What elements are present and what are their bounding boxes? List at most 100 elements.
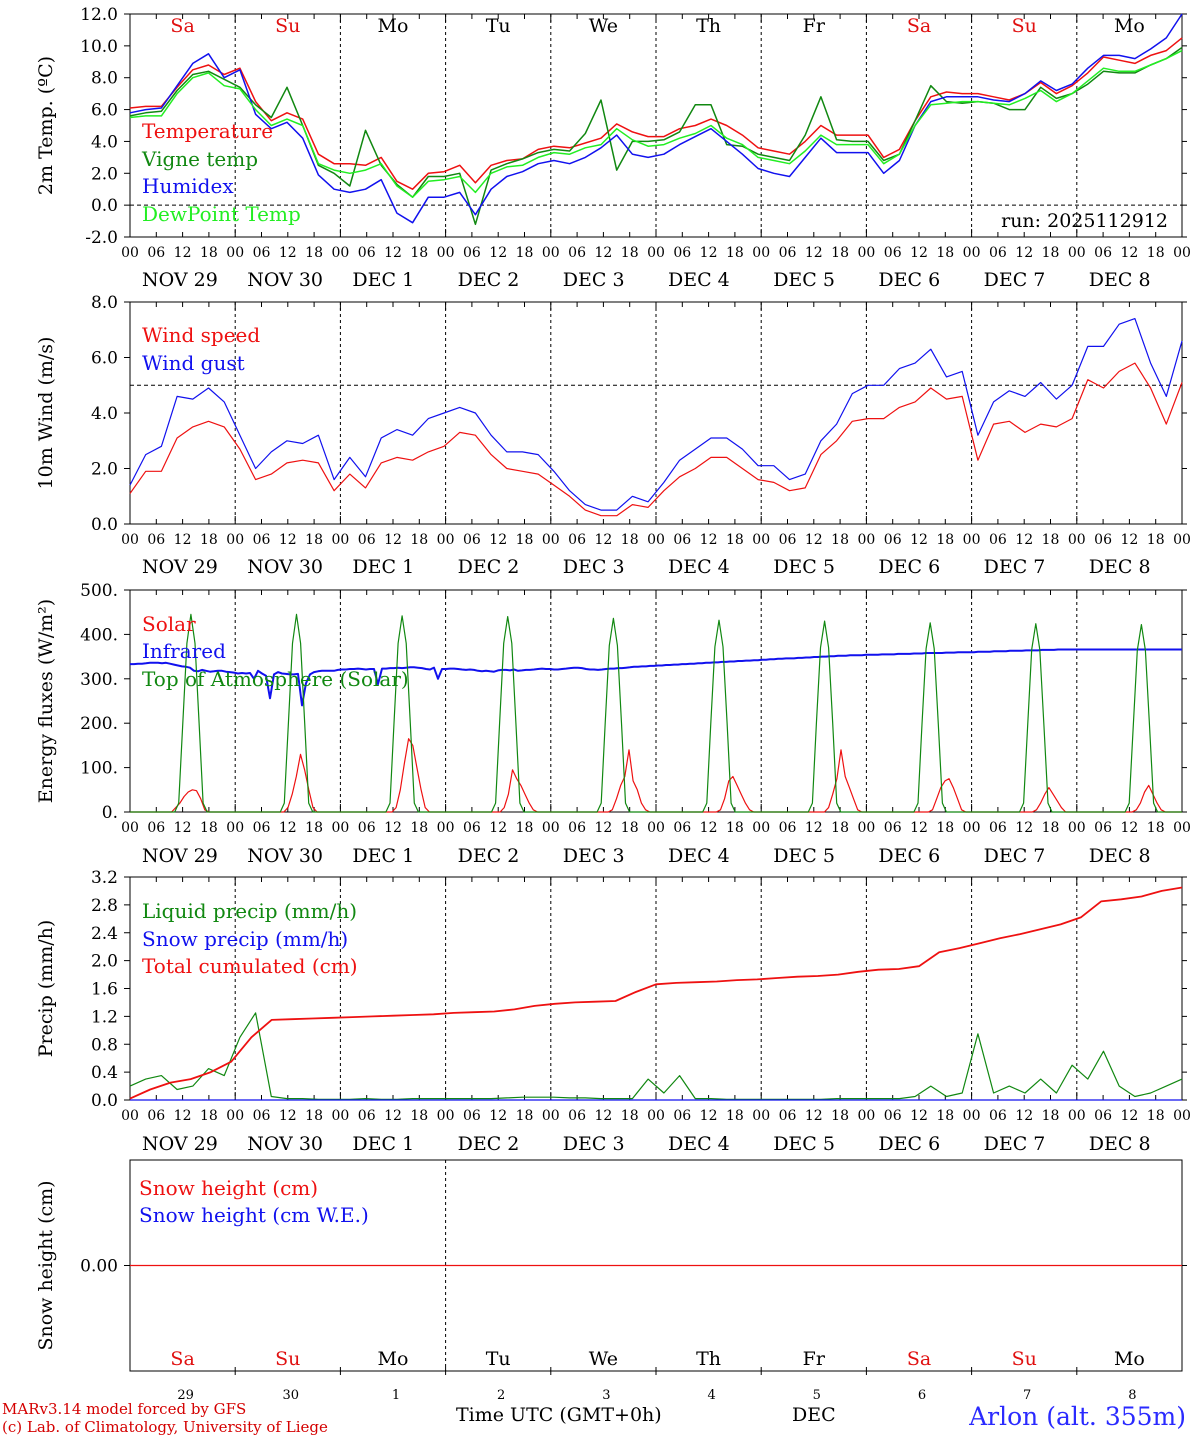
- hour-tick-label: 06: [147, 820, 165, 836]
- day-name-label: Su: [1012, 1348, 1037, 1370]
- y-tick-label: 6.0: [91, 349, 118, 369]
- day-name-label: Fr: [803, 1348, 826, 1370]
- hour-tick-label: 18: [410, 532, 428, 548]
- hour-tick-label: 00: [647, 245, 665, 261]
- day-name-label: Sa: [907, 1348, 931, 1370]
- legend-entry: Vigne temp: [141, 147, 258, 171]
- hour-tick-label: 00: [752, 820, 770, 836]
- y-tick-label: 0.00: [80, 1257, 118, 1277]
- hour-tick-label: 12: [489, 532, 507, 548]
- hour-tick-label: 12: [594, 1108, 612, 1124]
- hour-tick-label: 06: [673, 532, 691, 548]
- hour-tick-label: 18: [516, 532, 534, 548]
- y-tick-label: 2.4: [91, 924, 118, 944]
- hour-tick-label: 18: [410, 1108, 428, 1124]
- date-label: DEC 6: [878, 1133, 940, 1155]
- hour-tick-label: 18: [1147, 820, 1165, 836]
- panel-2: [124, 301, 1187, 525]
- y-tick-label: 0.8: [91, 1035, 118, 1055]
- day-name-label: Sa: [170, 1348, 194, 1370]
- hour-tick-label: 00: [331, 245, 349, 261]
- hour-tick-label: 06: [568, 1108, 586, 1124]
- day-name-label: Tu: [486, 1348, 511, 1370]
- legend-entry: Total cumulated (cm): [142, 954, 358, 978]
- hour-tick-label: 18: [1147, 1108, 1165, 1124]
- hour-tick-label: 18: [1042, 1108, 1060, 1124]
- y-tick-label: 0.: [102, 803, 118, 823]
- hour-tick-label: 00: [1068, 245, 1086, 261]
- hour-tick-label: 12: [1015, 1108, 1033, 1124]
- hour-tick-label: 18: [831, 532, 849, 548]
- date-label: DEC 7: [984, 556, 1046, 578]
- hour-tick-label: 00: [121, 245, 139, 261]
- hour-tick-label: 12: [384, 820, 402, 836]
- y-tick-label: 1.2: [91, 1007, 118, 1027]
- legend-entry: Snow height (cm): [139, 1176, 318, 1200]
- date-label: DEC 8: [1089, 556, 1151, 578]
- hour-tick-label: 06: [253, 532, 271, 548]
- hour-tick-label: 06: [989, 245, 1007, 261]
- day-name-label: Sa: [907, 15, 931, 37]
- hour-tick-label: 06: [1094, 820, 1112, 836]
- hour-tick-label: 00: [226, 532, 244, 548]
- y-tick-label: 2.8: [91, 896, 118, 916]
- y-tick-label: 2.0: [91, 460, 118, 480]
- y-tick-label: 4.0: [91, 404, 118, 424]
- hour-tick-label: 06: [463, 1108, 481, 1124]
- day-name-label: We: [589, 1348, 618, 1370]
- hour-tick-label: 18: [200, 245, 218, 261]
- date-label: DEC 3: [563, 1133, 625, 1155]
- hour-tick-label: 00: [121, 532, 139, 548]
- hour-tick-label: 06: [779, 532, 797, 548]
- y-tick-label: 12.0: [80, 5, 118, 25]
- date-label: DEC 4: [668, 845, 730, 867]
- hour-tick-label: 18: [936, 245, 954, 261]
- hour-tick-label: 18: [305, 820, 323, 836]
- y-tick-label: 0.0: [91, 1091, 118, 1111]
- hour-tick-label: 06: [463, 820, 481, 836]
- hour-tick-label: 00: [752, 1108, 770, 1124]
- hour-tick-label: 06: [463, 532, 481, 548]
- hour-tick-label: 00: [437, 532, 455, 548]
- hour-tick-label: 06: [779, 820, 797, 836]
- hour-tick-label: 18: [936, 1108, 954, 1124]
- station-label: Arlon (alt. 355m): [969, 1402, 1186, 1431]
- series-line-total-cumulated-cm-: [129, 886, 1183, 1100]
- legend-entry: Humidex: [142, 174, 234, 198]
- hour-tick-label: 12: [910, 1108, 928, 1124]
- date-label: DEC 2: [458, 269, 520, 291]
- date-label: DEC 2: [458, 845, 520, 867]
- y-tick-label: 8.0: [91, 293, 118, 313]
- panel-5: [124, 1159, 1187, 1375]
- hour-tick-label: 18: [516, 820, 534, 836]
- y-axis-label: Precip (mm/h): [35, 920, 57, 1058]
- hour-tick-label: 06: [253, 245, 271, 261]
- y-axis-label: 2m Temp. (ºC): [35, 56, 57, 195]
- hour-tick-label: 00: [226, 820, 244, 836]
- hour-tick-label: 18: [726, 1108, 744, 1124]
- hour-tick-label: 12: [279, 820, 297, 836]
- hour-tick-label: 12: [1015, 245, 1033, 261]
- hour-tick-label: 18: [726, 532, 744, 548]
- date-label: DEC 3: [563, 556, 625, 578]
- hour-tick-label: 06: [673, 820, 691, 836]
- hour-tick-label: 00: [542, 820, 560, 836]
- hour-tick-label: 06: [989, 820, 1007, 836]
- date-label: NOV 29: [142, 556, 218, 578]
- hour-tick-label: 18: [831, 245, 849, 261]
- month-label: DEC: [792, 1404, 836, 1426]
- hour-tick-label: 12: [1015, 820, 1033, 836]
- hour-tick-label: 00: [437, 820, 455, 836]
- y-tick-label: -2.0: [85, 228, 118, 248]
- hour-tick-label: 00: [963, 1108, 981, 1124]
- hour-tick-label: 06: [358, 532, 376, 548]
- hour-tick-label: 06: [147, 1108, 165, 1124]
- hour-tick-label: 00: [1068, 820, 1086, 836]
- hour-tick-label: 12: [1120, 532, 1138, 548]
- day-name-label: Fr: [803, 15, 826, 37]
- hour-tick-label: 18: [1147, 532, 1165, 548]
- day-name-label: We: [589, 15, 618, 37]
- hour-tick-label: 12: [805, 1108, 823, 1124]
- day-number-label: 29: [177, 1388, 194, 1403]
- date-label: DEC 6: [878, 269, 940, 291]
